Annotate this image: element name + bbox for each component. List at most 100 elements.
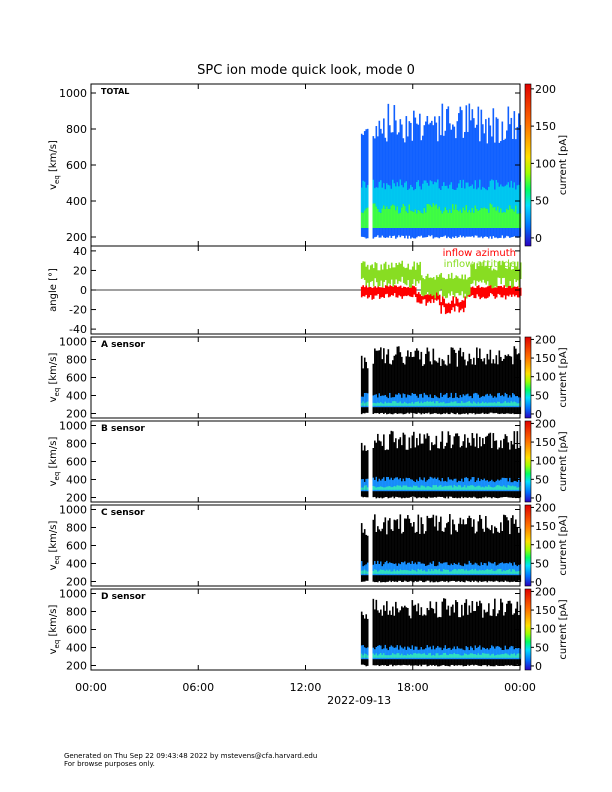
spectrogram-peak [390,487,393,490]
azimuth-sample [474,287,477,299]
spectrogram-peak [363,485,366,490]
spectrogram-column [413,110,415,239]
spectrogram-peak [386,655,388,658]
spectrogram-peak [413,653,415,658]
y-tick-label: 200 [66,492,87,505]
spectrogram-halo [459,179,462,210]
spectrogram-halo [444,185,447,208]
y-axis-label-main: v [48,396,59,402]
spectrogram-column [500,440,502,498]
spectrogram-core [419,394,421,408]
azimuth-sample [459,301,462,311]
spectrogram-core [512,646,514,660]
spectrogram-halo [380,180,382,213]
spectrogram-core [384,480,387,492]
attitude-sample [366,264,369,283]
spectrogram-core [375,394,378,408]
spectrogram-peak [392,401,394,406]
spectrogram-column [423,434,426,498]
spectrogram-column [398,439,400,498]
spectrogram-column [372,519,375,582]
attitude-sample [438,274,441,292]
azimuth-sample [380,287,383,298]
spectrogram-core [461,478,463,492]
spectrogram-peak [518,653,520,658]
spectrogram-column [374,440,376,497]
spectrogram-core [372,647,375,660]
spectrogram-column [407,515,409,582]
spectrogram-halo [387,184,390,209]
attitude-sample [432,277,435,296]
spectrogram-core [404,561,406,576]
spectrogram-peak [452,570,454,574]
spectrogram-core [462,207,465,228]
spectrogram-core [380,480,382,492]
spectrogram-peak [512,402,514,406]
spectrogram-column [437,530,439,583]
spectrogram-core [372,477,375,492]
spectrogram-core [416,646,418,660]
attitude-sample [504,268,507,287]
spectrogram-peak [509,655,511,658]
azimuth-sample [512,285,515,295]
spectrogram-peak [473,401,475,406]
spectrogram-peak [498,401,501,406]
spectrogram-core [426,645,429,660]
spectrogram-peak [494,402,496,406]
spectrogram-peak [366,571,369,574]
azimuth-sample [362,285,365,297]
spectrogram-core [396,645,399,660]
spectrogram-core [383,395,385,408]
spectrogram-peak [362,570,365,574]
attitude-sample [491,270,494,289]
spectrogram-column [383,522,385,583]
y-tick-label: 200 [66,408,87,421]
spectrogram-column [485,612,487,666]
spectrogram-column [443,531,445,582]
spectrogram-column [459,447,462,499]
attitude-sample [401,260,404,277]
spectrogram-halo [489,180,492,204]
spectrogram-peak [425,402,427,406]
azimuth-sample [500,285,503,298]
spectrogram-column [495,355,498,413]
spectrogram-column [464,359,466,414]
spectrogram-column [395,438,397,497]
colorbar-tick-label: 150 [535,604,556,617]
y-tick-label: 1000 [59,420,87,433]
spectrogram-core [365,478,368,492]
spectrogram-core [495,210,498,228]
y-tick-label: 200 [66,576,87,589]
y-tick-label: 400 [66,390,87,403]
spectrogram-column [465,365,468,414]
spectrogram-column [461,356,463,414]
spectrogram-column [404,605,406,666]
spectrogram-column [491,363,493,413]
spectrogram-peak [380,486,382,490]
attitude-sample [393,267,396,285]
spectrogram-column [413,431,415,497]
y-axis-label-sub: eq [53,640,61,649]
spectrogram-core [414,646,417,660]
spectrogram-column [504,515,507,581]
spectrogram-peak [477,485,480,490]
spectrogram-peak [482,569,484,574]
spectrogram-core [428,204,430,228]
spectrogram-core [506,562,508,576]
spectrogram-column [365,614,368,667]
spectrogram-peak [470,653,472,658]
spectrogram-column [360,442,363,497]
spectrogram-peak [447,569,450,574]
spectrogram-column [453,349,456,415]
x-tick-label: 12:00 [290,681,322,694]
spectrogram-column [408,518,411,582]
spectrogram-column [465,599,468,666]
azimuth-sample [386,285,389,294]
spectrogram-column [510,356,513,414]
spectrogram-column [414,350,417,414]
spectrogram-column [485,364,487,414]
spectrogram-peak [431,487,433,490]
spectrogram-peak [459,403,462,406]
spectrogram-column [414,447,417,498]
